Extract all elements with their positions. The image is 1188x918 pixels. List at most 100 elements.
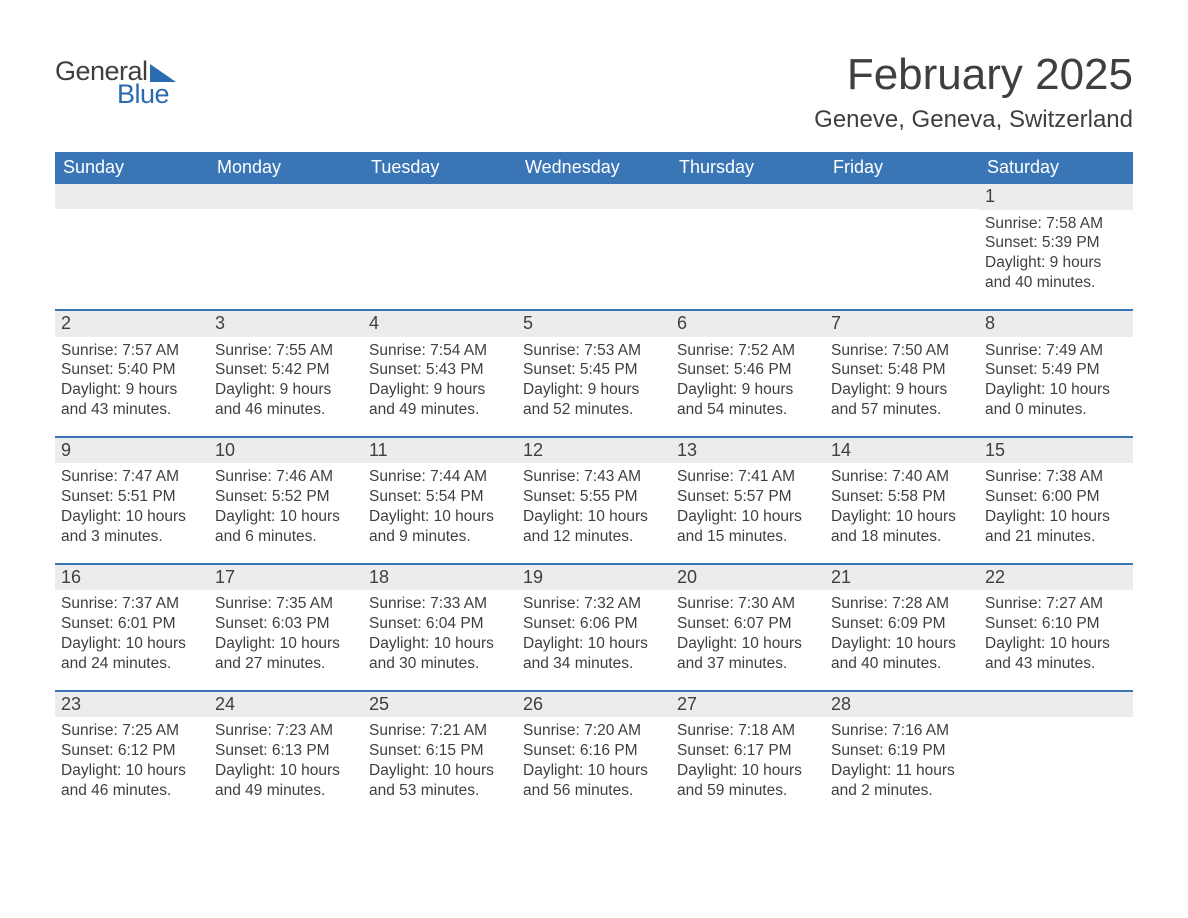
week-row: 23Sunrise: 7:25 AMSunset: 6:12 PMDayligh… bbox=[55, 690, 1133, 803]
day-sunrise: Sunrise: 7:35 AM bbox=[215, 594, 357, 614]
week-row: 16Sunrise: 7:37 AMSunset: 6:01 PMDayligh… bbox=[55, 563, 1133, 676]
day-day1: Daylight: 10 hours bbox=[61, 634, 203, 654]
day-day1: Daylight: 9 hours bbox=[215, 380, 357, 400]
day-cell: 24Sunrise: 7:23 AMSunset: 6:13 PMDayligh… bbox=[209, 690, 363, 803]
day-sunset: Sunset: 6:16 PM bbox=[523, 741, 665, 761]
day-body: Sunrise: 7:46 AMSunset: 5:52 PMDaylight:… bbox=[209, 463, 363, 548]
day-day2: and 56 minutes. bbox=[523, 781, 665, 801]
day-number: 2 bbox=[55, 311, 209, 337]
day-cell bbox=[517, 184, 671, 295]
day-number bbox=[55, 184, 209, 209]
day-sunset: Sunset: 6:09 PM bbox=[831, 614, 973, 634]
day-number bbox=[363, 184, 517, 209]
day-cell: 20Sunrise: 7:30 AMSunset: 6:07 PMDayligh… bbox=[671, 563, 825, 676]
day-cell: 7Sunrise: 7:50 AMSunset: 5:48 PMDaylight… bbox=[825, 309, 979, 422]
day-number: 12 bbox=[517, 438, 671, 464]
calendar: SundayMondayTuesdayWednesdayThursdayFrid… bbox=[55, 152, 1133, 803]
day-cell: 21Sunrise: 7:28 AMSunset: 6:09 PMDayligh… bbox=[825, 563, 979, 676]
day-sunset: Sunset: 5:43 PM bbox=[369, 360, 511, 380]
day-day1: Daylight: 9 hours bbox=[523, 380, 665, 400]
day-day1: Daylight: 10 hours bbox=[985, 507, 1127, 527]
day-number: 17 bbox=[209, 565, 363, 591]
day-number: 27 bbox=[671, 692, 825, 718]
day-cell bbox=[55, 184, 209, 295]
day-number: 26 bbox=[517, 692, 671, 718]
day-sunrise: Sunrise: 7:37 AM bbox=[61, 594, 203, 614]
day-number: 13 bbox=[671, 438, 825, 464]
day-day1: Daylight: 9 hours bbox=[985, 253, 1127, 273]
day-day2: and 34 minutes. bbox=[523, 654, 665, 674]
day-sunrise: Sunrise: 7:43 AM bbox=[523, 467, 665, 487]
day-sunrise: Sunrise: 7:52 AM bbox=[677, 341, 819, 361]
day-number: 7 bbox=[825, 311, 979, 337]
day-sunrise: Sunrise: 7:44 AM bbox=[369, 467, 511, 487]
day-day1: Daylight: 10 hours bbox=[61, 761, 203, 781]
day-day2: and 46 minutes. bbox=[61, 781, 203, 801]
day-day2: and 52 minutes. bbox=[523, 400, 665, 420]
logo-wedge-icon bbox=[150, 64, 176, 82]
day-sunset: Sunset: 6:10 PM bbox=[985, 614, 1127, 634]
day-body: Sunrise: 7:28 AMSunset: 6:09 PMDaylight:… bbox=[825, 590, 979, 675]
day-number: 25 bbox=[363, 692, 517, 718]
day-number bbox=[517, 184, 671, 209]
day-day1: Daylight: 10 hours bbox=[523, 634, 665, 654]
day-day2: and 43 minutes. bbox=[985, 654, 1127, 674]
day-sunset: Sunset: 6:12 PM bbox=[61, 741, 203, 761]
day-cell: 12Sunrise: 7:43 AMSunset: 5:55 PMDayligh… bbox=[517, 436, 671, 549]
day-number: 16 bbox=[55, 565, 209, 591]
day-cell: 22Sunrise: 7:27 AMSunset: 6:10 PMDayligh… bbox=[979, 563, 1133, 676]
day-day2: and 46 minutes. bbox=[215, 400, 357, 420]
day-sunset: Sunset: 5:45 PM bbox=[523, 360, 665, 380]
day-day2: and 24 minutes. bbox=[61, 654, 203, 674]
day-number bbox=[209, 184, 363, 209]
day-day2: and 15 minutes. bbox=[677, 527, 819, 547]
weekday-header-row: SundayMondayTuesdayWednesdayThursdayFrid… bbox=[55, 152, 1133, 184]
logo-word-blue: Blue bbox=[117, 79, 169, 110]
day-body: Sunrise: 7:20 AMSunset: 6:16 PMDaylight:… bbox=[517, 717, 671, 802]
day-day2: and 21 minutes. bbox=[985, 527, 1127, 547]
day-body: Sunrise: 7:38 AMSunset: 6:00 PMDaylight:… bbox=[979, 463, 1133, 548]
day-body: Sunrise: 7:16 AMSunset: 6:19 PMDaylight:… bbox=[825, 717, 979, 802]
day-day1: Daylight: 9 hours bbox=[677, 380, 819, 400]
day-number bbox=[825, 184, 979, 209]
day-day1: Daylight: 10 hours bbox=[369, 634, 511, 654]
day-cell: 28Sunrise: 7:16 AMSunset: 6:19 PMDayligh… bbox=[825, 690, 979, 803]
calendar-page: General Blue February 2025 Geneve, Genev… bbox=[0, 0, 1188, 833]
day-day2: and 27 minutes. bbox=[215, 654, 357, 674]
day-body: Sunrise: 7:33 AMSunset: 6:04 PMDaylight:… bbox=[363, 590, 517, 675]
week-row: 1Sunrise: 7:58 AMSunset: 5:39 PMDaylight… bbox=[55, 184, 1133, 295]
day-number: 3 bbox=[209, 311, 363, 337]
day-sunrise: Sunrise: 7:55 AM bbox=[215, 341, 357, 361]
month-title: February 2025 bbox=[814, 50, 1133, 100]
day-sunset: Sunset: 6:06 PM bbox=[523, 614, 665, 634]
day-day1: Daylight: 10 hours bbox=[677, 634, 819, 654]
day-sunrise: Sunrise: 7:23 AM bbox=[215, 721, 357, 741]
location-subtitle: Geneve, Geneva, Switzerland bbox=[814, 106, 1133, 134]
day-day2: and 2 minutes. bbox=[831, 781, 973, 801]
day-sunset: Sunset: 6:03 PM bbox=[215, 614, 357, 634]
day-number: 8 bbox=[979, 311, 1133, 337]
day-body: Sunrise: 7:21 AMSunset: 6:15 PMDaylight:… bbox=[363, 717, 517, 802]
day-body: Sunrise: 7:53 AMSunset: 5:45 PMDaylight:… bbox=[517, 337, 671, 422]
day-body: Sunrise: 7:27 AMSunset: 6:10 PMDaylight:… bbox=[979, 590, 1133, 675]
day-sunrise: Sunrise: 7:21 AM bbox=[369, 721, 511, 741]
day-cell bbox=[363, 184, 517, 295]
day-body: Sunrise: 7:25 AMSunset: 6:12 PMDaylight:… bbox=[55, 717, 209, 802]
day-body: Sunrise: 7:18 AMSunset: 6:17 PMDaylight:… bbox=[671, 717, 825, 802]
day-cell: 23Sunrise: 7:25 AMSunset: 6:12 PMDayligh… bbox=[55, 690, 209, 803]
day-day1: Daylight: 10 hours bbox=[985, 634, 1127, 654]
day-day2: and 57 minutes. bbox=[831, 400, 973, 420]
day-day2: and 9 minutes. bbox=[369, 527, 511, 547]
day-sunrise: Sunrise: 7:49 AM bbox=[985, 341, 1127, 361]
day-number: 15 bbox=[979, 438, 1133, 464]
day-number: 18 bbox=[363, 565, 517, 591]
day-sunrise: Sunrise: 7:28 AM bbox=[831, 594, 973, 614]
day-sunrise: Sunrise: 7:38 AM bbox=[985, 467, 1127, 487]
day-sunset: Sunset: 5:48 PM bbox=[831, 360, 973, 380]
day-cell: 9Sunrise: 7:47 AMSunset: 5:51 PMDaylight… bbox=[55, 436, 209, 549]
day-sunset: Sunset: 6:01 PM bbox=[61, 614, 203, 634]
day-sunrise: Sunrise: 7:20 AM bbox=[523, 721, 665, 741]
day-sunset: Sunset: 6:17 PM bbox=[677, 741, 819, 761]
day-cell: 11Sunrise: 7:44 AMSunset: 5:54 PMDayligh… bbox=[363, 436, 517, 549]
day-day1: Daylight: 10 hours bbox=[215, 761, 357, 781]
